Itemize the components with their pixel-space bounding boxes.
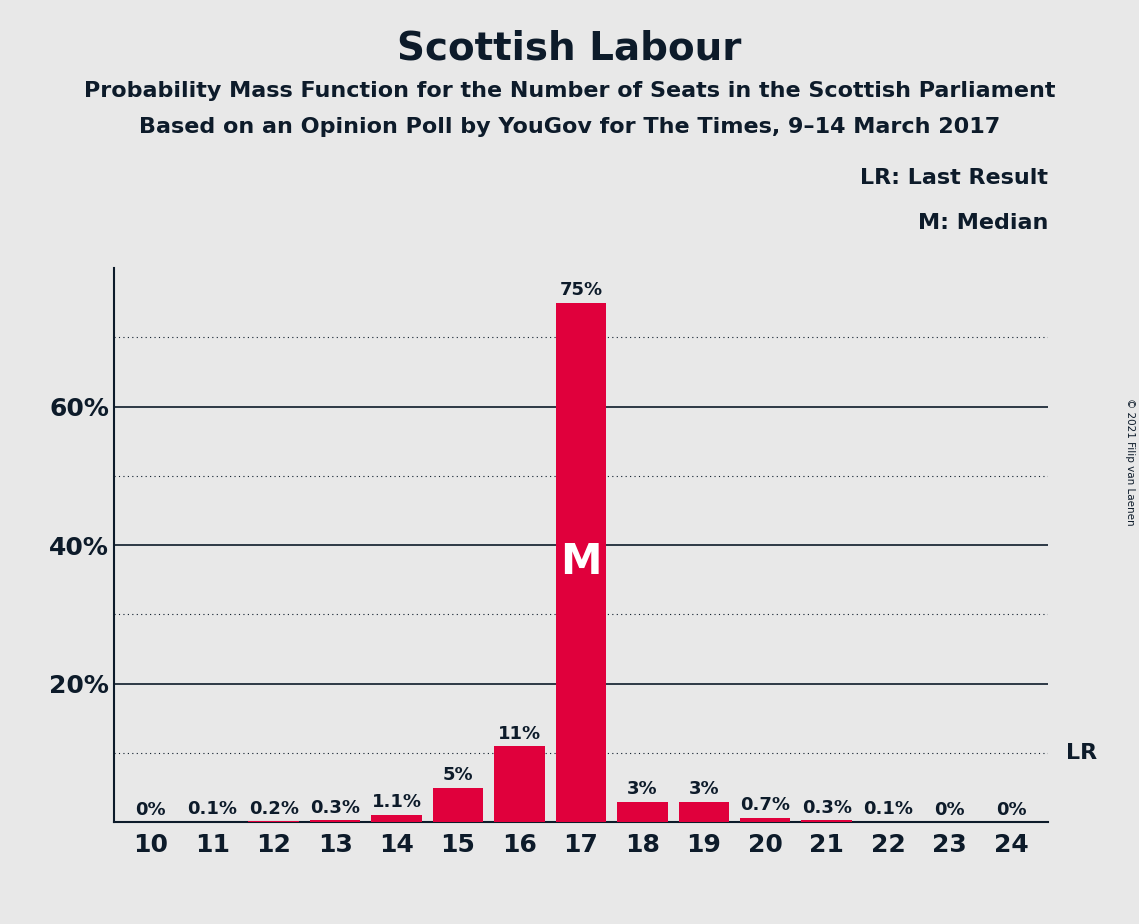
Text: LR: LR — [1066, 743, 1098, 763]
Text: M: M — [560, 541, 601, 583]
Text: 0.7%: 0.7% — [740, 796, 790, 814]
Text: 0.2%: 0.2% — [248, 799, 298, 818]
Text: 0.1%: 0.1% — [187, 800, 237, 819]
Text: Based on an Opinion Poll by YouGov for The Times, 9–14 March 2017: Based on an Opinion Poll by YouGov for T… — [139, 117, 1000, 138]
Text: 5%: 5% — [443, 766, 474, 784]
Text: M: Median: M: Median — [918, 213, 1048, 233]
Text: 3%: 3% — [688, 780, 719, 798]
Text: Scottish Labour: Scottish Labour — [398, 30, 741, 67]
Bar — [617, 801, 667, 822]
Bar — [740, 818, 790, 822]
Text: 3%: 3% — [628, 780, 657, 798]
Bar — [494, 747, 544, 822]
Text: 0%: 0% — [136, 801, 166, 819]
Text: LR: Last Result: LR: Last Result — [860, 168, 1048, 188]
Text: Probability Mass Function for the Number of Seats in the Scottish Parliament: Probability Mass Function for the Number… — [84, 81, 1055, 102]
Bar — [248, 821, 298, 822]
Text: 75%: 75% — [559, 281, 603, 299]
Bar — [556, 303, 606, 822]
Text: © 2021 Filip van Laenen: © 2021 Filip van Laenen — [1125, 398, 1134, 526]
Text: 11%: 11% — [498, 724, 541, 743]
Bar — [679, 801, 729, 822]
Bar — [310, 821, 360, 822]
Text: 1.1%: 1.1% — [371, 794, 421, 811]
Text: 0%: 0% — [934, 801, 965, 819]
Bar — [802, 821, 852, 822]
Text: 0.1%: 0.1% — [863, 800, 913, 819]
Text: 0%: 0% — [995, 801, 1026, 819]
Bar — [433, 787, 483, 822]
Bar — [371, 815, 421, 822]
Text: 0.3%: 0.3% — [310, 799, 360, 817]
Text: 0.3%: 0.3% — [802, 799, 852, 817]
